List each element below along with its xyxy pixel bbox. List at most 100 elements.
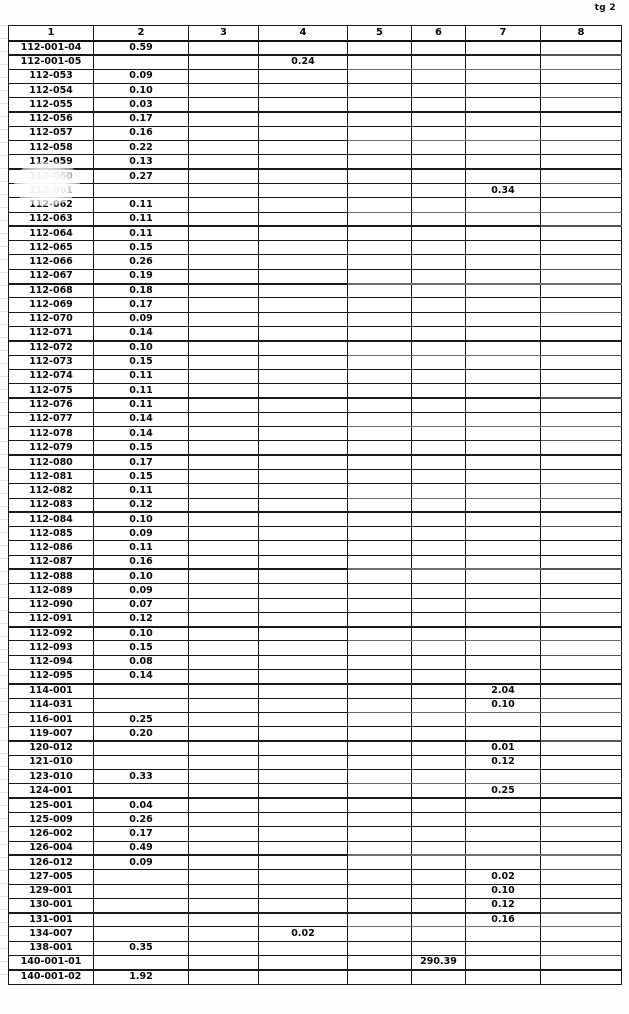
data-cell-col-3 (188, 383, 259, 399)
row-identifier-cell: 112-076 (8, 397, 94, 413)
data-cell-col-8 (540, 797, 622, 814)
data-cell-col-8 (540, 626, 622, 642)
data-cell-col-3 (188, 268, 259, 285)
row-identifier-cell: 114-001 (8, 683, 94, 699)
data-cell-col-2 (93, 54, 189, 70)
data-cell-col-3 (188, 912, 259, 928)
data-cell-col-4 (258, 912, 348, 928)
data-cell-col-4 (258, 483, 348, 499)
row-identifier-cell: 114-031 (8, 697, 94, 713)
table-row: 140-001-02 1.92 (8, 969, 622, 985)
data-cell-col-2: 0.10 (93, 511, 189, 528)
data-cell-col-5 (347, 225, 412, 242)
row-identifier-cell: 127-005 (8, 869, 94, 885)
data-cell-col-2: 0.27 (93, 168, 189, 184)
data-cell-col-6 (411, 783, 466, 800)
data-cell-col-4 (258, 254, 348, 270)
table-row: 123-010 0.33 (8, 769, 622, 785)
data-cell-col-8 (540, 940, 622, 957)
data-cell-col-4 (258, 168, 348, 184)
data-cell-col-7 (465, 554, 541, 571)
row-identifier-cell: 112-078 (8, 426, 94, 442)
data-cell-col-5 (347, 726, 412, 743)
table-row: 112-072 0.10 (8, 340, 622, 356)
data-cell-col-5 (347, 511, 412, 528)
row-identifier-cell: 134-007 (8, 926, 94, 942)
data-cell-col-5 (347, 940, 412, 957)
data-cell-col-3 (188, 854, 259, 871)
data-cell-col-6 (411, 697, 466, 713)
data-cell-col-4: 0.24 (258, 54, 348, 70)
data-cell-col-3 (188, 511, 259, 528)
data-cell-col-7: 0.12 (465, 754, 541, 771)
data-cell-col-8 (540, 454, 622, 470)
data-cell-col-8 (540, 225, 622, 242)
table-row: 130-001 0.12 (8, 897, 622, 914)
data-cell-col-6 (411, 511, 466, 528)
table-row: 112-059 0.13 (8, 154, 622, 171)
data-cell-col-8 (540, 197, 622, 213)
table-row: 126-002 0.17 (8, 826, 622, 842)
data-cell-col-2: 0.17 (93, 454, 189, 470)
data-cell-col-4 (258, 869, 348, 885)
row-identifier-cell: 121-010 (8, 754, 94, 771)
table-row: 112-080 0.17 (8, 454, 622, 470)
data-cell-col-5 (347, 740, 412, 756)
data-cell-col-3 (188, 754, 259, 771)
data-cell-col-5 (347, 597, 412, 613)
data-cell-col-6 (411, 182, 466, 199)
data-cell-col-4 (258, 283, 348, 299)
row-identifier-cell: 112-071 (8, 325, 94, 342)
data-cell-col-8 (540, 640, 622, 656)
row-identifier-cell: 112-074 (8, 368, 94, 385)
table-row: 125-001 0.04 (8, 797, 622, 814)
row-identifier-cell: 112-058 (8, 140, 94, 156)
data-cell-col-6 (411, 540, 466, 556)
data-cell-col-7 (465, 797, 541, 814)
data-cell-col-3 (188, 897, 259, 914)
data-cell-col-2: 0.12 (93, 611, 189, 628)
table-row: 112-084 0.10 (8, 511, 622, 528)
data-cell-col-3 (188, 182, 259, 199)
data-cell-col-2: 0.14 (93, 411, 189, 428)
data-cell-col-5 (347, 368, 412, 385)
data-cell-col-3 (188, 954, 259, 971)
data-cell-col-8 (540, 125, 622, 142)
data-cell-col-7 (465, 340, 541, 356)
data-cell-col-2 (93, 697, 189, 713)
column-header-7: 7 (465, 25, 541, 42)
data-cell-col-6 (411, 340, 466, 356)
data-cell-col-5 (347, 883, 412, 899)
data-cell-col-3 (188, 397, 259, 413)
data-cell-col-5 (347, 754, 412, 771)
data-cell-col-2: 0.19 (93, 268, 189, 285)
data-cell-col-2: 0.18 (93, 283, 189, 299)
table-row: 127-005 0.02 (8, 869, 622, 885)
data-cell-col-6 (411, 940, 466, 957)
data-cell-col-6 (411, 240, 466, 256)
data-cell-col-8 (540, 611, 622, 628)
data-cell-col-2: 0.14 (93, 669, 189, 685)
data-cell-col-8 (540, 82, 622, 99)
data-cell-col-5 (347, 454, 412, 470)
data-cell-col-2: 0.10 (93, 340, 189, 356)
data-cell-col-7 (465, 940, 541, 957)
row-identifier-cell: 140-001-02 (8, 969, 94, 985)
data-cell-col-3 (188, 125, 259, 142)
data-cell-col-6 (411, 626, 466, 642)
table-row: 112-074 0.11 (8, 368, 622, 385)
data-cell-col-7 (465, 954, 541, 971)
data-cell-col-7 (465, 39, 541, 56)
column-header-4: 4 (258, 25, 348, 42)
row-identifier-cell: 112-082 (8, 483, 94, 499)
row-identifier-cell: 112-072 (8, 340, 94, 356)
data-cell-col-4 (258, 497, 348, 514)
data-cell-col-5 (347, 654, 412, 671)
data-cell-col-2: 0.03 (93, 97, 189, 114)
table-row: 112-060 0.27 (8, 168, 622, 184)
table-row: 140-001-01 290.39 (8, 954, 622, 971)
data-cell-col-5 (347, 397, 412, 413)
data-cell-col-3 (188, 654, 259, 671)
data-cell-col-2: 0.16 (93, 125, 189, 142)
data-cell-col-3 (188, 197, 259, 213)
